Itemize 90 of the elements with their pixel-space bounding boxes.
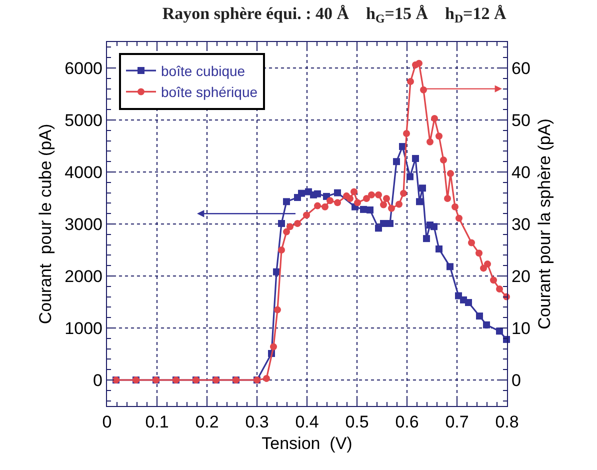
point — [283, 198, 290, 206]
legend-label: boîte cubique — [161, 62, 246, 79]
y2-tick-label: 40 — [512, 162, 530, 182]
point — [412, 154, 419, 162]
point — [263, 374, 270, 382]
point — [456, 214, 462, 222]
point — [431, 114, 438, 122]
point — [436, 245, 442, 252]
point — [419, 184, 426, 192]
point — [400, 190, 407, 197]
x-axis-title: Tension (V) — [262, 434, 352, 453]
point — [278, 220, 285, 227]
x-tick-label: 0.4 — [295, 412, 319, 432]
point — [350, 188, 358, 196]
point — [326, 197, 334, 204]
point — [270, 343, 277, 350]
point — [436, 132, 442, 140]
y-tick-label: 6000 — [64, 58, 102, 78]
point — [416, 198, 423, 206]
y-tick-label: 0 — [93, 370, 102, 390]
point — [446, 263, 454, 270]
point — [386, 220, 394, 227]
point — [452, 203, 458, 210]
point — [314, 202, 321, 210]
y2-tick-label: 10 — [512, 318, 530, 338]
point — [322, 203, 328, 210]
point — [403, 130, 410, 138]
point — [383, 195, 390, 202]
y2-tick-label: 0 — [512, 370, 521, 390]
point — [314, 190, 321, 198]
point — [360, 206, 367, 213]
point — [423, 235, 430, 242]
y2-tick-label: 20 — [512, 266, 530, 286]
point — [396, 200, 402, 208]
point — [298, 190, 305, 197]
point — [426, 138, 434, 146]
point — [393, 158, 400, 166]
point — [278, 246, 285, 254]
point — [303, 212, 310, 219]
point — [483, 321, 490, 328]
point — [354, 199, 361, 206]
legend-label: boîte sphérique — [161, 84, 258, 100]
point — [346, 195, 354, 202]
y-tick-label: 4000 — [64, 162, 102, 182]
point — [368, 191, 375, 198]
y-axis-title: Courant pour le cube (pA) — [36, 124, 56, 324]
point — [440, 156, 447, 164]
point — [283, 228, 290, 236]
y-tick-label: 1000 — [64, 318, 102, 338]
point — [416, 60, 422, 67]
point — [484, 260, 491, 268]
point — [274, 306, 281, 314]
point — [375, 191, 382, 198]
point — [407, 78, 414, 86]
y-tick-label: 3000 — [64, 214, 102, 234]
point — [480, 264, 487, 272]
point — [468, 239, 475, 246]
point — [286, 223, 294, 230]
point — [380, 220, 387, 227]
point — [476, 250, 482, 257]
point — [334, 199, 341, 206]
point — [476, 312, 483, 320]
point — [388, 204, 395, 212]
point — [465, 299, 472, 306]
x-tick-label: 0.8 — [495, 412, 519, 432]
point — [430, 223, 438, 230]
y2-tick-label: 50 — [512, 110, 530, 130]
point — [444, 195, 451, 202]
y2-tick-label: 30 — [512, 214, 530, 234]
x-tick-label: 0.5 — [345, 412, 369, 432]
point — [363, 195, 370, 202]
point — [334, 189, 341, 196]
x-tick-label: 0.6 — [395, 412, 419, 432]
point — [406, 173, 414, 180]
x-tick-label: 0.3 — [245, 412, 269, 432]
point — [496, 286, 503, 292]
point — [294, 220, 301, 227]
point — [496, 328, 503, 335]
point — [366, 206, 374, 214]
point — [380, 201, 387, 208]
x-tick-label: 0.7 — [445, 412, 469, 432]
y-tick-label: 5000 — [64, 110, 102, 130]
point — [447, 170, 454, 178]
x-tick-label: 0.2 — [195, 412, 219, 432]
y2-axis-title: Courant pour la sphère (pA) — [534, 118, 554, 330]
point — [490, 276, 497, 284]
y-tick-label: 2000 — [64, 266, 102, 286]
y2-tick-label: 60 — [512, 58, 530, 78]
chart-title: Rayon sphère équi. : 40 Å h$_{G}$=15 Å h$_{D}$=12 Å — [162, 4, 507, 26]
x-tick-label: 0.1 — [145, 412, 169, 432]
